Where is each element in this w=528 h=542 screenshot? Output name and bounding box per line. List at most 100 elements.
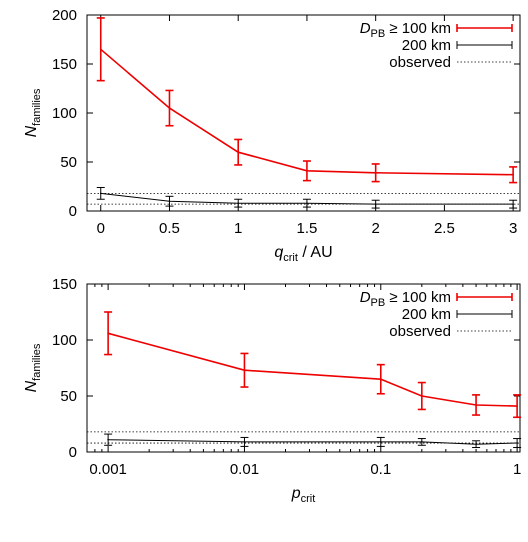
data-point xyxy=(107,332,109,335)
error-bar xyxy=(234,198,243,208)
x-tick-label: 0 xyxy=(97,220,105,237)
x-tick-label: 1.5 xyxy=(297,220,318,237)
series-2 xyxy=(96,186,518,209)
y-tick-label: 150 xyxy=(52,56,77,73)
legend-label-sub: PB xyxy=(371,28,386,40)
y-tick-label: 50 xyxy=(60,388,77,405)
data-point xyxy=(237,202,240,204)
error-bar xyxy=(96,17,105,82)
data-point xyxy=(379,441,382,443)
data-point xyxy=(107,438,109,441)
legend-label-main: D xyxy=(360,20,371,37)
y-axis-label-main: N xyxy=(23,380,40,392)
legend-label-tail: 200 km xyxy=(402,306,451,323)
data-point xyxy=(475,443,477,445)
series-line xyxy=(107,332,518,407)
data-point xyxy=(306,170,308,172)
x-axis-label-main: q xyxy=(274,244,283,261)
x-tick-label: 1 xyxy=(513,461,521,478)
error-bar xyxy=(234,138,243,166)
data-point xyxy=(421,441,423,443)
legend-label-main: D xyxy=(360,289,371,306)
series-1 xyxy=(104,311,522,419)
error-bar xyxy=(104,311,113,356)
y-tick-label: 0 xyxy=(69,203,77,220)
x-axis-label: qcrit / AU xyxy=(274,244,332,264)
legend-label: 200 km xyxy=(402,306,451,323)
data-point xyxy=(168,107,171,109)
data-point xyxy=(512,203,514,205)
legend-label: DPB ≥ 100 km xyxy=(360,289,451,309)
y-axis-label-group: Nfamilies xyxy=(23,88,43,137)
error-bar xyxy=(376,436,385,447)
data-point xyxy=(306,202,308,204)
data-point xyxy=(516,405,518,407)
series-line xyxy=(108,439,518,445)
x-axis-label-sub: crit xyxy=(301,493,316,505)
error-bar xyxy=(240,352,249,388)
legend-label-sub: PB xyxy=(371,297,386,309)
data-point xyxy=(516,442,518,444)
legend-label-tail: ≥ 100 km xyxy=(385,20,451,37)
error-bar xyxy=(417,381,426,411)
y-tick-label: 100 xyxy=(52,105,77,122)
x-tick-label: 3 xyxy=(509,220,517,237)
series-line xyxy=(100,192,514,205)
data-point xyxy=(99,48,102,51)
error-bar xyxy=(302,160,311,182)
data-point xyxy=(99,192,102,195)
legend-label-observed: observed xyxy=(389,54,451,71)
data-point xyxy=(243,441,246,443)
data-point xyxy=(379,378,382,381)
x-tick-label: 0.01 xyxy=(230,461,259,478)
plot-frame xyxy=(86,14,521,212)
y-axis-label-sub: families xyxy=(31,343,43,381)
x-axis-label-main: p xyxy=(291,485,301,502)
y-tick-label: 100 xyxy=(52,332,77,349)
legend-label-observed: observed xyxy=(389,323,451,340)
data-point xyxy=(421,395,423,397)
data-point xyxy=(243,369,246,372)
data-point xyxy=(237,151,240,153)
error-bar xyxy=(472,394,481,416)
y-tick-label: 150 xyxy=(52,276,77,293)
error-bar xyxy=(509,199,518,209)
legend-label: 200 km xyxy=(402,37,451,54)
error-bar xyxy=(240,436,249,447)
series-line xyxy=(100,48,514,176)
x-tick-label: 0.5 xyxy=(159,220,180,237)
error-bar xyxy=(302,198,311,208)
x-tick-label: 0.001 xyxy=(89,461,127,478)
data-point xyxy=(168,200,171,202)
legend-label-tail: 200 km xyxy=(402,37,451,54)
error-bar xyxy=(472,440,481,449)
error-bar xyxy=(104,433,113,446)
series-1 xyxy=(96,17,518,184)
data-point xyxy=(475,404,477,406)
error-bar xyxy=(165,195,174,207)
error-bar xyxy=(513,438,522,449)
y-axis-label-sub: families xyxy=(31,88,43,126)
legend-label: DPB ≥ 100 km xyxy=(360,20,451,40)
error-bar xyxy=(371,199,380,209)
error-bar xyxy=(165,89,174,127)
y-tick-label: 50 xyxy=(60,154,77,171)
x-axis-label-tail: / AU xyxy=(298,244,333,261)
data-point xyxy=(512,173,514,176)
x-tick-label: 1 xyxy=(234,220,242,237)
series-2 xyxy=(104,433,522,449)
chart-panel-1: 0 0.5 1 1.5 2 2.5 3 0 50 100 150 200 DPB ≥ 100 km200… xyxy=(23,7,521,264)
error-bar xyxy=(376,363,385,395)
error-bar xyxy=(513,394,522,419)
legend-label-tail: ≥ 100 km xyxy=(385,289,451,306)
y-tick-label: 0 xyxy=(69,444,77,461)
data-point xyxy=(374,171,377,174)
y-axis-label: Nfamilies xyxy=(23,88,43,137)
plot-frame xyxy=(86,283,521,453)
x-axis-label-sub: crit xyxy=(283,252,298,264)
x-tick-label: 2 xyxy=(371,220,379,237)
